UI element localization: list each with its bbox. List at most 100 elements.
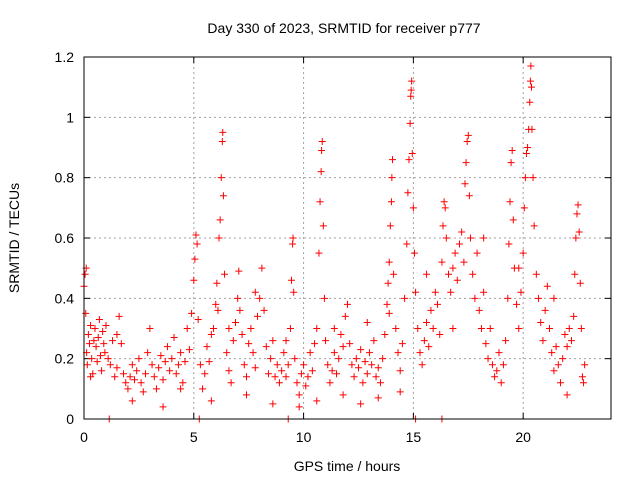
data-point [350,373,358,381]
data-point [242,391,250,399]
data-point [464,131,472,139]
data-point [537,318,545,326]
data-point [227,379,235,387]
data-point [461,180,469,188]
data-point [507,159,515,167]
data-point [396,367,404,375]
data-point [491,373,499,381]
grid-lines [84,57,611,419]
data-point [210,325,218,332]
data-point [442,234,450,242]
data-point [225,367,233,375]
data-point [335,355,343,363]
data-point [137,379,145,387]
data-point [201,370,209,378]
data-point [515,264,523,272]
data-point [539,337,547,345]
data-point [289,240,297,248]
data-point [284,361,292,369]
data-point [482,340,490,348]
data-point [126,373,134,381]
data-point [505,240,513,248]
data-point [330,349,338,357]
x-tick-label: 20 [515,429,531,445]
x-axis-title: GPS time / hours [294,458,401,474]
data-point [346,340,354,348]
data-point [502,337,510,345]
data-point [216,216,224,224]
data-point [111,373,119,381]
data-point [317,168,325,176]
data-point [218,137,226,145]
data-point [150,373,158,381]
data-point [96,352,104,360]
data-point [383,300,391,308]
data-point [447,288,455,296]
data-point [379,355,387,363]
y-tick-label: 0 [66,411,74,427]
data-point [115,312,123,320]
tick-labels: 0 0.2 0.4 0.6 0.8 1 1.2 0 5 10 15 20 [55,49,532,445]
data-point [445,270,453,278]
data-point [87,373,95,381]
data-point [320,294,328,302]
data-point [495,349,503,357]
data-point [528,83,536,91]
data-point [416,349,424,357]
data-point [420,337,428,345]
data-point [133,367,141,375]
y-tick-label: 0.8 [55,170,75,186]
data-point [104,355,112,363]
data-point [170,334,178,342]
data-point [174,361,182,369]
data-point [429,325,437,332]
data-point [84,331,92,339]
data-point [387,198,395,206]
data-point [473,249,481,257]
data-point [258,264,266,272]
data-point [401,294,409,302]
data-point [441,204,449,212]
data-point [425,343,433,351]
data-point [81,270,89,278]
data-point [318,147,326,155]
data-point [541,306,549,314]
data-point [219,128,227,136]
data-point [304,373,312,381]
data-point [177,385,185,393]
y-tick-label: 1 [66,109,74,125]
data-point [431,288,439,296]
data-point [293,379,301,387]
data-point [453,276,461,284]
data-point [519,249,527,257]
data-point [368,361,376,369]
data-point [100,340,108,348]
data-point [423,270,431,278]
data-point [460,258,468,266]
data-point [414,325,422,332]
data-point [528,125,536,133]
data-point [449,325,457,332]
data-point [486,325,494,332]
data-point [168,355,176,363]
data-point [578,373,586,381]
data-point [449,264,457,272]
data-point [548,349,556,357]
data-point [225,325,233,332]
data-point [526,98,534,106]
data-point [94,334,102,342]
data-point [282,337,290,345]
data-point [290,288,298,296]
data-point [546,325,554,332]
data-point [155,364,163,372]
chart-title: Day 330 of 2023, SRMTID for receiver p77… [207,20,480,36]
data-point [357,346,365,354]
data-point [92,343,100,351]
data-point [412,288,420,296]
data-point [386,222,394,230]
data-point [295,391,303,399]
data-point [506,198,514,206]
data-point [87,321,95,329]
data-point [234,294,242,302]
data-point [493,367,501,375]
